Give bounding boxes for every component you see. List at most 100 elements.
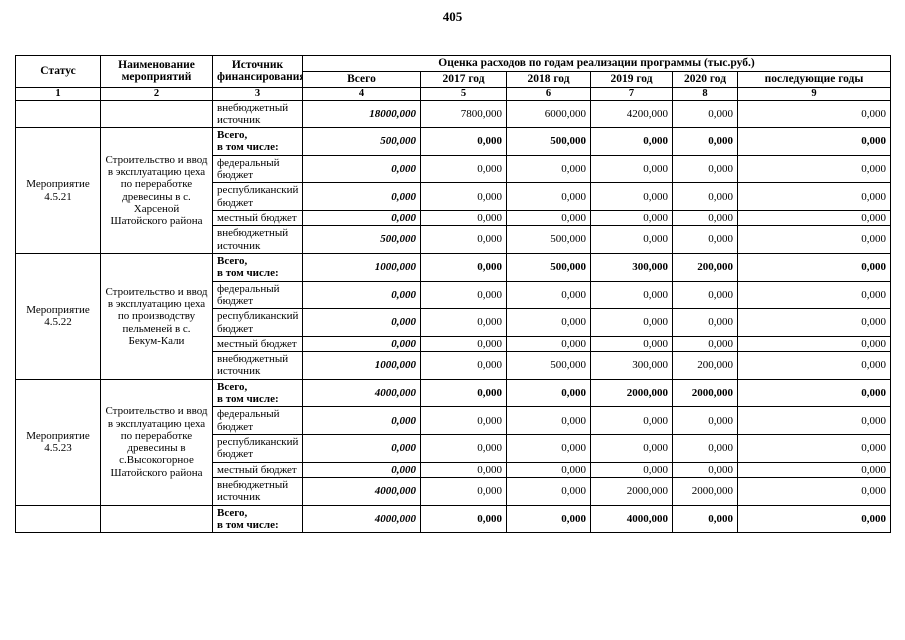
value-cell: 0,000: [420, 351, 507, 380]
funding-source-cell: Всего, в том числе:: [212, 378, 303, 408]
column-number: 6: [506, 86, 591, 101]
value-cell: 0,000: [506, 378, 591, 408]
value-cell: 0,000: [737, 127, 891, 156]
table-row: местный бюджет 0,000 0,000 0,000 0,000 0,000 0…: [16, 209, 891, 227]
value-cell: 4200,000: [590, 99, 673, 129]
column-number: 8: [672, 86, 738, 101]
table-row: внебюджетный источник 18000,000 7800,000 60…: [15, 99, 891, 129]
value-cell: 4000,000: [590, 504, 673, 534]
value-cell: 0,000: [420, 182, 507, 211]
value-cell: 2000,000: [672, 378, 738, 408]
header-funding-source: Источник финансирования: [212, 55, 303, 88]
value-cell: 0,000: [737, 406, 891, 435]
value-cell: 0,000: [737, 225, 891, 254]
table-row: республиканский бюджет 0,000 0,000 0,000 0,0…: [16, 308, 891, 337]
value-cell: 1000,000: [302, 351, 421, 380]
funding-source-cell: внебюджетный источник: [212, 225, 303, 254]
funding-source-cell: внебюджетный источник: [212, 476, 303, 506]
funding-source-cell: федеральный бюджет: [212, 280, 303, 310]
value-cell: 0,000: [506, 280, 591, 310]
value-cell: 0,000: [420, 378, 507, 408]
table-row: внебюджетный источник 500,000 0,000 500,000…: [16, 225, 891, 254]
value-cell: 0,000: [590, 434, 673, 463]
value-cell: 0,000: [737, 434, 891, 463]
value-cell: 0,000: [302, 154, 421, 184]
table-row: Всего, в том числе: 4000,000 0,000 0,000 400…: [15, 504, 891, 534]
value-cell: 0,000: [590, 280, 673, 310]
funding-source-cell: внебюджетный источник: [212, 99, 303, 129]
header-row-column-numbers: 1 2 3 4 5 6 7 8 9: [15, 86, 891, 101]
value-cell: 0,000: [737, 308, 891, 337]
value-cell: 0,000: [420, 308, 507, 337]
header-year-2020: 2020 год: [672, 70, 738, 88]
value-cell: 6000,000: [506, 99, 591, 129]
value-cell: 0,000: [737, 378, 891, 408]
value-cell: 0,000: [420, 335, 507, 353]
header-row-main: Статус Наименование мероприятий Источник…: [15, 55, 891, 88]
value-cell: 0,000: [737, 504, 891, 534]
status-cell: Мероприятие 4.5.23: [15, 378, 101, 506]
value-cell: 0,000: [737, 209, 891, 227]
value-cell: 0,000: [737, 99, 891, 129]
value-cell: 0,000: [672, 127, 738, 156]
value-cell: 4000,000: [302, 504, 421, 534]
value-cell: 0,000: [420, 252, 507, 282]
value-cell: 0,000: [672, 335, 738, 353]
value-cell: 500,000: [506, 351, 591, 380]
table-row: местный бюджет 0,000 0,000 0,000 0,000 0,000 0…: [16, 335, 891, 353]
value-cell: 0,000: [420, 461, 507, 478]
value-cell: 0,000: [506, 308, 591, 337]
table-row: федеральный бюджет 0,000 0,000 0,000 0,000 0,…: [16, 280, 891, 310]
funding-source-cell: внебюджетный источник: [212, 351, 303, 380]
value-cell: 0,000: [672, 504, 738, 534]
value-cell: 0,000: [302, 182, 421, 211]
value-cell: 1000,000: [302, 252, 421, 282]
header-costs-group: Оценка расходов по годам реализации прог…: [302, 55, 891, 72]
value-cell: 0,000: [672, 182, 738, 211]
value-cell: 0,000: [420, 209, 507, 227]
value-cell: 0,000: [506, 406, 591, 435]
value-cell: 7800,000: [420, 99, 507, 129]
table-row: Мероприятие 4.5.21 Строительство и ввод в…: [15, 127, 891, 254]
value-cell: 2000,000: [590, 378, 673, 408]
value-cell: 0,000: [590, 335, 673, 353]
header-year-2018: 2018 год: [506, 70, 591, 88]
value-cell: 0,000: [506, 434, 591, 463]
table-row: республиканский бюджет 0,000 0,000 0,000 0,0…: [16, 182, 891, 211]
value-cell: 500,000: [302, 127, 421, 156]
funding-source-cell: республиканский бюджет: [212, 182, 303, 211]
table-row: местный бюджет 0,000 0,000 0,000 0,000 0,000 0…: [16, 461, 891, 478]
header-row-years: Всего 2017 год 2018 год 2019 год 2020 го…: [16, 70, 891, 88]
value-cell: 0,000: [590, 308, 673, 337]
value-cell: 0,000: [590, 461, 673, 478]
value-cell: 500,000: [506, 127, 591, 156]
value-cell: 0,000: [302, 335, 421, 353]
value-cell: 0,000: [506, 476, 591, 506]
header-activity-name: Наименование мероприятий: [100, 55, 213, 88]
header-year-subsequent: последующие годы: [737, 70, 891, 88]
value-cell: 0,000: [302, 209, 421, 227]
value-cell: 0,000: [302, 280, 421, 310]
header-status: Статус: [15, 55, 101, 88]
status-cell: [15, 504, 101, 534]
value-cell: 0,000: [672, 225, 738, 254]
value-cell: 0,000: [420, 154, 507, 184]
value-cell: 0,000: [737, 252, 891, 282]
value-cell: 0,000: [420, 434, 507, 463]
value-cell: 500,000: [506, 252, 591, 282]
header-year-2019: 2019 год: [590, 70, 673, 88]
value-cell: 2000,000: [590, 476, 673, 506]
value-cell: 0,000: [737, 280, 891, 310]
value-cell: 0,000: [420, 476, 507, 506]
value-cell: 0,000: [506, 335, 591, 353]
value-cell: 18000,000: [302, 99, 421, 129]
value-cell: 500,000: [506, 225, 591, 254]
activity-name-cell: Строительство и ввод в эксплуатацию цеха…: [100, 252, 213, 380]
value-cell: 0,000: [506, 504, 591, 534]
table-body: внебюджетный источник 18000,000 7800,000 60…: [15, 99, 891, 534]
value-cell: 0,000: [506, 461, 591, 478]
value-cell: 0,000: [506, 182, 591, 211]
value-cell: 0,000: [420, 225, 507, 254]
column-number: 5: [420, 86, 507, 101]
column-number: 3: [212, 86, 303, 101]
